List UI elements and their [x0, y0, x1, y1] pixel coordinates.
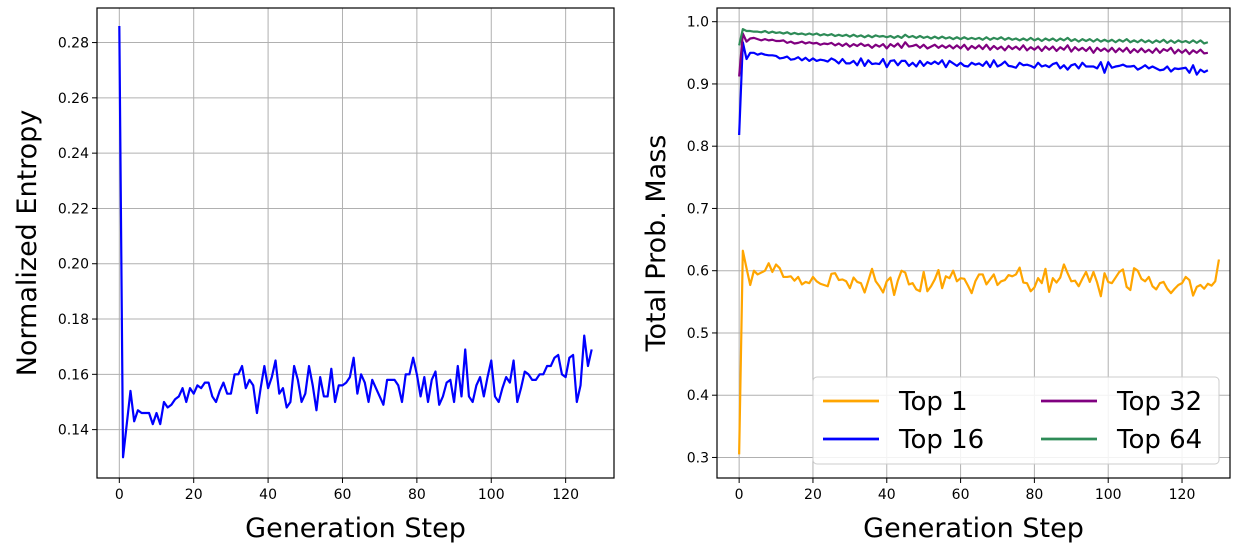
- y-tick-label: 0.4: [687, 388, 709, 404]
- y-tick-label: 0.20: [58, 257, 89, 273]
- y-tick-label: 0.8: [687, 139, 709, 155]
- series-line-top-1: [738, 249, 1221, 455]
- legend-label: Top 64: [1116, 425, 1202, 455]
- x-tick-label: 20: [185, 487, 203, 503]
- y-tick-label: 0.5: [687, 326, 709, 342]
- y-tick-label: 0.9: [687, 77, 709, 93]
- x-tick-label: 100: [478, 487, 505, 503]
- x-tick-label: 40: [259, 487, 277, 503]
- x-tick-label: 120: [1169, 487, 1196, 503]
- x-axis-label: Generation Step: [245, 513, 466, 544]
- y-tick-label: 1.0: [687, 15, 709, 31]
- series-line-top-64: [738, 28, 1209, 46]
- x-tick-label: 20: [804, 487, 822, 503]
- series-line-top-16: [738, 41, 1209, 136]
- plot-frame: [716, 7, 1231, 479]
- x-tick-label: 0: [735, 487, 744, 503]
- legend-label: Top 1: [898, 387, 968, 417]
- x-tick-label: 40: [878, 487, 896, 503]
- legend-label: Top 16: [898, 425, 984, 455]
- x-tick-label: 0: [115, 487, 124, 503]
- x-tick-label: 80: [408, 487, 426, 503]
- y-tick-label: 0.16: [58, 367, 89, 383]
- y-tick-label: 0.24: [58, 146, 89, 162]
- x-tick-label: 60: [952, 487, 970, 503]
- plot-frame: [96, 7, 615, 479]
- y-tick-label: 0.26: [58, 91, 89, 107]
- x-tick-label: 60: [334, 487, 352, 503]
- legend-box: [812, 376, 1220, 465]
- y-axis-label: Normalized Entropy: [12, 110, 43, 377]
- y-tick-label: 0.6: [687, 264, 709, 280]
- y-tick-label: 0.3: [687, 450, 709, 466]
- y-tick-label: 0.7: [687, 201, 709, 217]
- y-tick-label: 0.18: [58, 312, 89, 328]
- y-tick-label: 0.28: [58, 36, 89, 52]
- y-tick-label: 0.22: [58, 201, 89, 217]
- x-tick-label: 120: [552, 487, 579, 503]
- x-axis-label: Generation Step: [863, 513, 1084, 544]
- x-tick-label: 80: [1025, 487, 1043, 503]
- legend: Top 1 Top 16 Top 32 Top 64: [812, 376, 1220, 465]
- y-tick-label: 0.14: [58, 423, 89, 439]
- series-line: [118, 25, 593, 459]
- entropy-panel: 0 20 40 60 80 100 120 0.14 0.16 0.18 0.20 0.22 0.24 0…: [12, 7, 615, 544]
- x-tick-label: 100: [1095, 487, 1122, 503]
- series-line-top-32: [738, 32, 1209, 77]
- prob-mass-panel: 0 20 40 60 80 100 120 0.3 0.4 0.5 0.6 0.7 0.8 0.9 1.0 G…: [641, 7, 1231, 544]
- y-axis-label: Total Prob. Mass: [641, 135, 672, 353]
- legend-label: Top 32: [1116, 387, 1202, 417]
